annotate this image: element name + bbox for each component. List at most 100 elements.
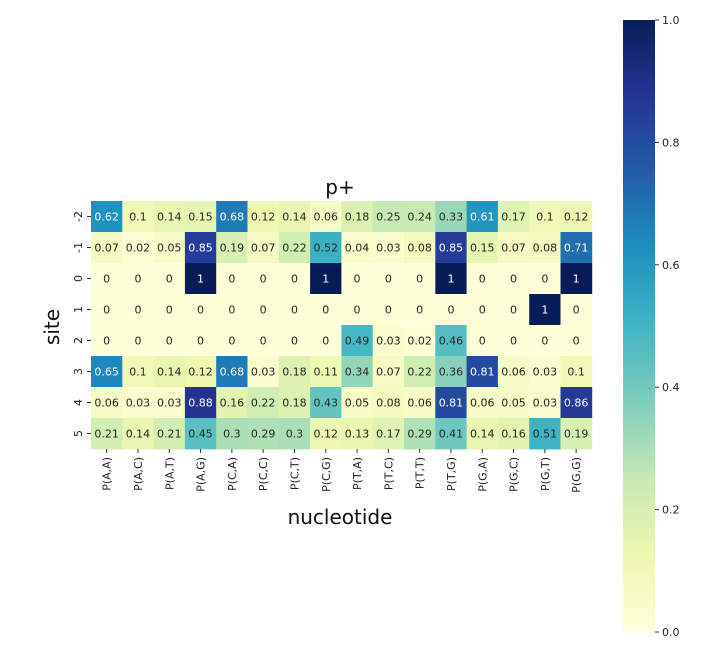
- cell-value-label: 0: [479, 304, 486, 317]
- heatmap-cell: [184, 232, 217, 264]
- colorbar-tick-label: 0.0: [662, 626, 680, 639]
- cell-value-label: 0: [416, 273, 423, 286]
- heatmap-cell: [372, 294, 405, 326]
- cell-value-label: 0: [573, 304, 580, 317]
- x-tick-label: P(A,C): [132, 457, 145, 491]
- heatmap-cell: [529, 356, 561, 388]
- heatmap-cell: [278, 232, 311, 264]
- cell-value-label: 0: [573, 335, 580, 348]
- cell-value-label: 0: [103, 335, 110, 348]
- heatmap-cell: [560, 387, 593, 419]
- cell-value-label: 0.03: [251, 366, 276, 379]
- colorbar-tick-label: 1.0: [662, 14, 680, 27]
- heatmap-cell: [372, 263, 405, 295]
- heatmap-cell: [404, 232, 436, 264]
- heatmap-cell: [310, 201, 342, 233]
- y-tick-label: 4: [72, 399, 85, 406]
- x-tick-label: P(G,T): [539, 457, 552, 491]
- heatmap-cell: [435, 387, 467, 419]
- cell-value-label: 0.71: [564, 242, 589, 255]
- cell-value-label: 0.88: [188, 397, 213, 410]
- cell-value-label: 0.12: [188, 366, 213, 379]
- heatmap-cell: [91, 201, 123, 233]
- heatmap-cell: [435, 201, 467, 233]
- cell-value-label: 0.21: [157, 428, 182, 441]
- heatmap-cell: [91, 232, 123, 264]
- cell-value-label: 1: [541, 304, 548, 317]
- cell-value-label: 0.18: [282, 366, 307, 379]
- chart-title: p+: [325, 175, 354, 199]
- cell-value-label: 0.1: [567, 366, 585, 379]
- cell-value-label: 0.49: [345, 335, 370, 348]
- heatmap-cell: [435, 294, 467, 326]
- heatmap-cell: [247, 387, 280, 419]
- heatmap-cell: [310, 325, 342, 357]
- heatmap-cell: [466, 294, 499, 326]
- cell-value-label: 0.03: [533, 366, 558, 379]
- heatmap-cell: [466, 418, 499, 450]
- heatmap-cell: [310, 263, 342, 295]
- cell-value-label: 0.06: [470, 397, 495, 410]
- cell-value-label: 0: [541, 273, 548, 286]
- heatmap-cell: [404, 387, 436, 419]
- cell-value-label: 0: [510, 273, 517, 286]
- cell-value-label: 0.81: [439, 397, 464, 410]
- heatmap-cell: [91, 418, 123, 450]
- cell-value-label: 0: [510, 304, 517, 317]
- x-tick-label: P(G,C): [508, 457, 521, 492]
- heatmap-cell: [153, 356, 186, 388]
- heatmap-cell: [153, 201, 186, 233]
- cell-value-label: 0.86: [564, 397, 589, 410]
- heatmap-cell: [122, 356, 154, 388]
- heatmap-cell: [497, 356, 530, 388]
- cell-value-label: 0.46: [439, 335, 464, 348]
- cell-value-label: 0: [197, 335, 204, 348]
- colorbar-tick-label: 0.6: [662, 259, 680, 272]
- x-tick-label: P(T,C): [382, 457, 395, 490]
- x-tick-label: P(A,T): [163, 457, 176, 490]
- y-tick-label: 3: [72, 368, 85, 375]
- cell-value-label: 0.24: [407, 211, 432, 224]
- colorbar-ticks: 0.0 0.2 0.4 0.6 0.8 1.0: [655, 14, 680, 639]
- cell-value-label: 0.07: [376, 366, 401, 379]
- heatmap-cell: [404, 294, 436, 326]
- cell-value-label: 0.06: [407, 397, 432, 410]
- heatmap-cell: [247, 294, 280, 326]
- heatmap-cell: [247, 263, 280, 295]
- cell-value-label: 0.17: [376, 428, 401, 441]
- cell-value-label: 0: [260, 335, 267, 348]
- cell-value-label: 0: [166, 273, 173, 286]
- cell-value-label: 0.11: [314, 366, 339, 379]
- cell-value-label: 0.06: [501, 366, 526, 379]
- heatmap-cell: [529, 294, 561, 326]
- colorbar: [623, 20, 655, 632]
- cell-value-label: 0.14: [157, 211, 182, 224]
- cell-value-label: 0.15: [470, 242, 495, 255]
- heatmap-cell: [278, 325, 311, 357]
- cell-value-label: 0.33: [439, 211, 464, 224]
- x-tick-label: P(G,G): [570, 457, 583, 493]
- heatmap-cell: [91, 294, 123, 326]
- colorbar-tick-label: 0.4: [662, 381, 680, 394]
- x-tick-label: P(A,G): [195, 457, 208, 492]
- cell-value-label: 0: [166, 304, 173, 317]
- cell-value-label: 0.07: [94, 242, 119, 255]
- heatmap-cell: [372, 387, 405, 419]
- heatmap-cell: [122, 201, 154, 233]
- heatmap-cell: [310, 232, 342, 264]
- cell-value-label: 0.14: [126, 428, 151, 441]
- heatmap-cell: [404, 325, 436, 357]
- cell-value-label: 0: [479, 273, 486, 286]
- heatmap-cell: [435, 356, 467, 388]
- heatmap-cell: [247, 418, 280, 450]
- cell-value-label: 0.62: [94, 211, 119, 224]
- cell-value-label: 0.06: [314, 211, 339, 224]
- cell-value-label: 0.81: [470, 366, 495, 379]
- cell-value-label: 0.25: [376, 211, 401, 224]
- heatmap-cell: [466, 325, 499, 357]
- heatmap-cell: [497, 418, 530, 450]
- cell-value-label: 1: [447, 273, 454, 286]
- heatmap-cell: [153, 263, 186, 295]
- heatmap-cell: [529, 263, 561, 295]
